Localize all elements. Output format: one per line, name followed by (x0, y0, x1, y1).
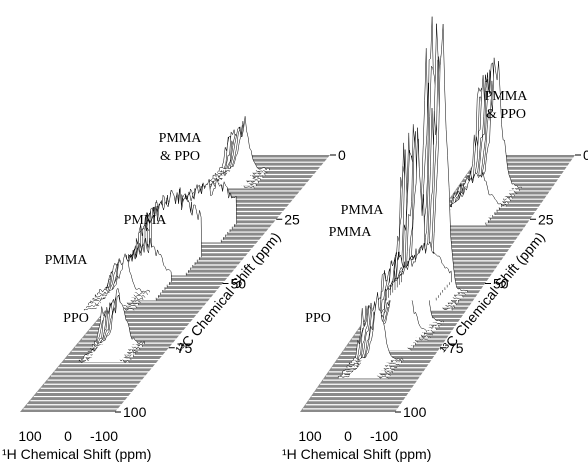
annotation: PMMA (329, 225, 373, 240)
annotation: & PPO (486, 107, 526, 122)
c13-tick-label: 100 (123, 404, 147, 420)
annotation: PMMA (45, 253, 89, 268)
annotation: & PPO (160, 149, 200, 164)
c13-tick-label: 25 (284, 211, 300, 227)
h1-tick-label: 0 (64, 428, 72, 444)
annotation: PMMA (124, 213, 168, 228)
h1-axis-label: ¹H Chemical Shift (ppm) (282, 446, 431, 462)
annotation: PPO (305, 311, 331, 326)
figure: PMMA& PPOPMMAPMMAPPO0255075100¹³C Chemic… (0, 0, 588, 462)
h1-tick-label: -100 (370, 428, 398, 444)
annotation: PMMA (341, 203, 385, 218)
h1-tick-label: 100 (298, 428, 322, 444)
h1-tick-label: 0 (344, 428, 352, 444)
plane (20, 155, 330, 412)
annotation: PPO (63, 311, 89, 326)
annotation: PMMA (485, 89, 529, 104)
c13-tick-label: 0 (583, 147, 588, 163)
c13-tick-label: 100 (403, 404, 427, 420)
c13-tick-label: 25 (538, 211, 554, 227)
annotation: PMMA (159, 131, 203, 146)
h1-tick-label: 100 (18, 428, 42, 444)
h1-tick-label: -100 (90, 428, 118, 444)
c13-tick-label: 0 (338, 147, 346, 163)
h1-axis-label: ¹H Chemical Shift (ppm) (2, 446, 151, 462)
